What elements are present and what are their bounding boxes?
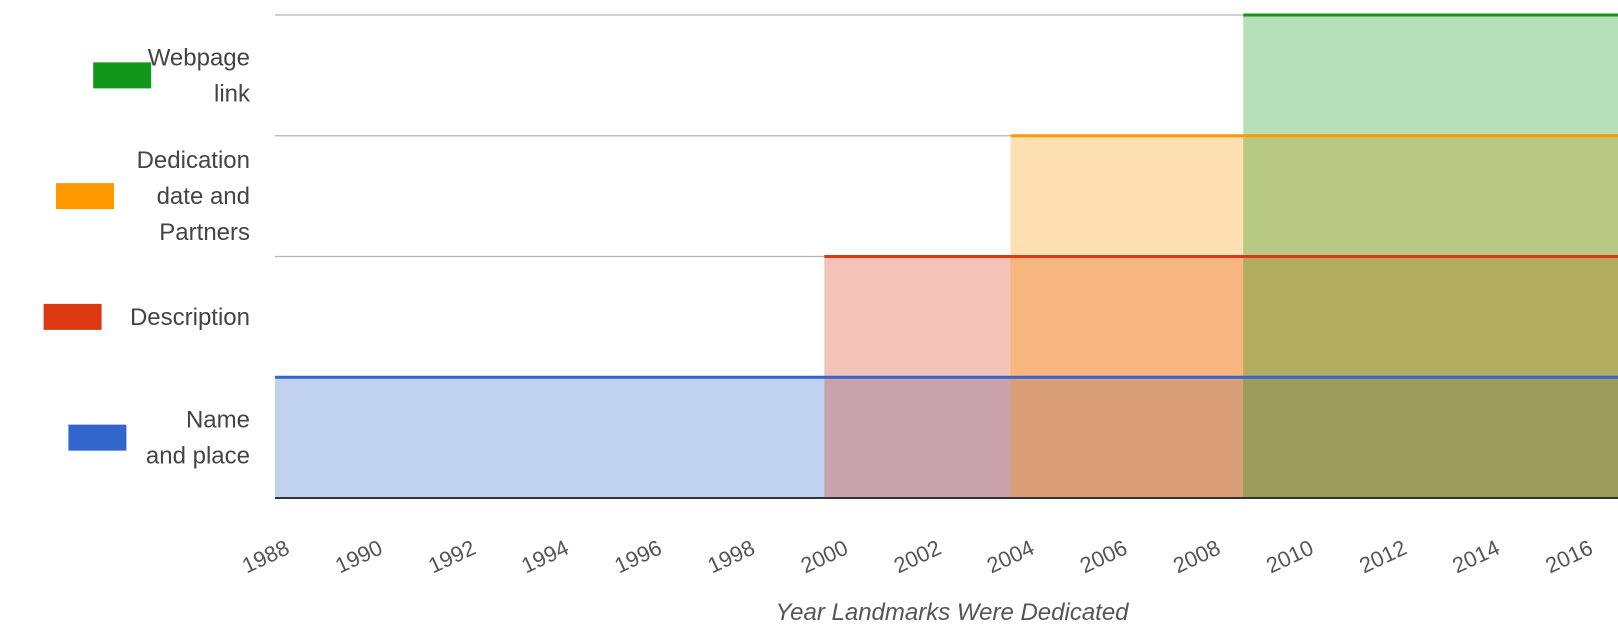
x-tick-label: 1996 bbox=[611, 535, 666, 578]
legend-swatch-description bbox=[43, 303, 102, 330]
area-name-and-place bbox=[275, 377, 1618, 498]
legend-swatch-name-and-place bbox=[68, 424, 127, 451]
x-tick-label: 2014 bbox=[1448, 535, 1503, 578]
legend-label-name-and-place: Name bbox=[186, 407, 250, 434]
legend-label-dedication-date-and-partners: Partners bbox=[159, 219, 250, 246]
x-tick-label: 1990 bbox=[331, 535, 386, 578]
x-tick-label: 2004 bbox=[983, 535, 1038, 578]
series-top-edges bbox=[275, 13, 1618, 379]
legend-swatch-webpage-link bbox=[93, 62, 152, 89]
x-tick-label: 2006 bbox=[1076, 535, 1131, 578]
legend-label-webpage-link: link bbox=[214, 80, 251, 107]
x-tick-label: 2012 bbox=[1355, 535, 1410, 578]
x-tick-label: 2010 bbox=[1262, 535, 1317, 578]
legend: Name and place Description Dedication date a… bbox=[43, 44, 251, 470]
legend-label-name-and-place: and place bbox=[146, 443, 250, 470]
x-tick-label: 2008 bbox=[1169, 535, 1224, 578]
x-tick-label: 1994 bbox=[517, 535, 572, 578]
legend-label-dedication-date-and-partners: date and bbox=[157, 183, 250, 210]
x-axis-ticks: 1988 1990 1992 1994 1996 1998 2000 2002 2004 2006… bbox=[238, 535, 1596, 578]
x-tick-label: 2002 bbox=[890, 535, 945, 578]
area-dedication-date-and-partners bbox=[1010, 135, 1618, 498]
x-tick-label: 2016 bbox=[1542, 535, 1597, 578]
legend-label-webpage-link: Webpage bbox=[148, 44, 250, 71]
x-tick-label: 1988 bbox=[238, 535, 293, 578]
legend-swatch-dedication-date-and-partners bbox=[56, 183, 114, 210]
legend-label-dedication-date-and-partners: Dedication bbox=[137, 147, 250, 174]
x-tick-label: 1998 bbox=[704, 535, 759, 578]
x-tick-label: 2000 bbox=[797, 535, 852, 578]
x-axis-title: Year Landmarks Were Dedicated bbox=[775, 599, 1129, 626]
x-tick-label: 1992 bbox=[424, 535, 479, 578]
legend-label-description: Description bbox=[130, 304, 250, 331]
